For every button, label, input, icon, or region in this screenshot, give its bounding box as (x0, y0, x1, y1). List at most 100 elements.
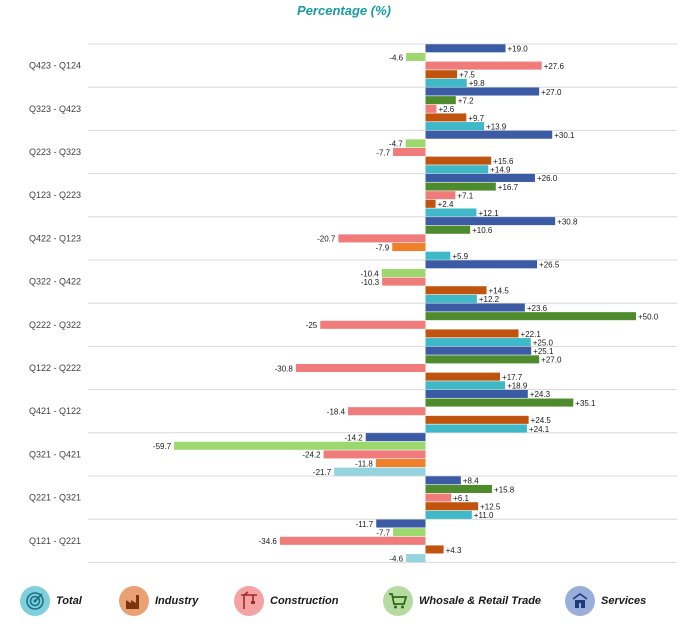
bar-chart: Q423 - Q124 Q323 - Q423 Q223 - Q323 Q123 - … (29, 43, 677, 563)
legend-item-trade: Whosale & Retail Trade (383, 586, 541, 616)
data-label: -11.7 (356, 520, 374, 529)
bar (348, 407, 426, 416)
bar (425, 346, 532, 355)
data-label: -30.8 (275, 364, 294, 373)
data-label: +7.5 (459, 71, 475, 80)
category-label: Q422 - Q123 (29, 233, 81, 243)
category-label: Q321 - Q421 (29, 449, 81, 459)
data-label: -4.6 (389, 554, 403, 563)
bar (425, 165, 489, 174)
data-label: +35.1 (575, 399, 596, 408)
bar (425, 286, 487, 295)
bar (425, 44, 506, 53)
data-label: -4.6 (389, 53, 403, 62)
bar (338, 234, 426, 243)
category-label: Q323 - Q423 (29, 104, 81, 114)
category-label: Q421 - Q122 (29, 406, 81, 416)
bar (425, 329, 519, 338)
data-label: +10.6 (472, 226, 493, 235)
data-label: +22.1 (521, 330, 542, 339)
data-label: +9.8 (469, 79, 485, 88)
data-label: +14.9 (490, 166, 511, 175)
bar (425, 484, 493, 493)
data-label: +7.2 (458, 96, 474, 105)
bar (406, 52, 426, 61)
data-label: +18.9 (507, 382, 528, 391)
data-label: -20.7 (317, 235, 336, 244)
data-label: +24.1 (529, 425, 550, 434)
bar (425, 96, 456, 105)
bar (425, 338, 531, 347)
category-label: Q123 - Q223 (29, 190, 81, 200)
bar (425, 355, 540, 364)
data-label: +27.0 (541, 356, 562, 365)
legend-item-industry: Industry (119, 586, 198, 616)
data-label: -7.7 (376, 528, 390, 537)
category-label: Q222 - Q322 (29, 320, 81, 330)
data-label: -14.2 (344, 433, 363, 442)
bar (425, 199, 436, 208)
bar (174, 441, 426, 450)
bar (425, 389, 528, 398)
bar (425, 130, 553, 139)
legend-label: Construction (270, 595, 339, 607)
data-label: +30.1 (554, 131, 575, 140)
data-label: -4.7 (389, 140, 403, 149)
bar (425, 415, 529, 424)
services-icon (565, 586, 595, 616)
bar (406, 554, 426, 563)
cart-icon (383, 586, 413, 616)
data-label: -21.7 (313, 468, 332, 477)
data-label: +26.0 (537, 174, 558, 183)
bar (425, 381, 506, 390)
data-label: -10.4 (360, 269, 379, 278)
data-label: +2.6 (438, 105, 454, 114)
data-label: +14.5 (489, 287, 510, 296)
data-label: -18.4 (327, 408, 346, 417)
data-label: -25 (306, 321, 318, 330)
data-label: +2.4 (438, 200, 454, 209)
category-label: Q423 - Q124 (29, 61, 81, 71)
bar (365, 433, 426, 442)
bar (425, 217, 556, 226)
data-label: -59.7 (153, 442, 172, 451)
bar (425, 61, 542, 70)
bar (376, 519, 426, 528)
legend-label: Total (56, 595, 82, 607)
factory-icon (119, 586, 149, 616)
bar (425, 294, 477, 303)
bar (323, 450, 426, 459)
data-label: +15.6 (493, 157, 514, 166)
data-label: +5.9 (452, 252, 468, 261)
data-label: -34.6 (259, 537, 278, 546)
bar (425, 225, 471, 234)
bar (425, 476, 461, 485)
bar (425, 260, 538, 269)
category-label: Q221 - Q321 (29, 493, 81, 503)
data-label: -7.9 (375, 243, 389, 252)
bar (425, 510, 472, 519)
legend-label: Whosale & Retail Trade (419, 595, 542, 607)
bar (425, 251, 451, 260)
bar (425, 87, 540, 96)
data-label: +50.0 (638, 312, 659, 321)
data-label: +23.6 (527, 304, 548, 313)
data-label: -24.2 (302, 451, 321, 460)
bar (382, 277, 426, 286)
data-label: +24.5 (531, 416, 552, 425)
category-label: Q122 - Q222 (29, 363, 81, 373)
data-label: +19.0 (507, 45, 528, 54)
bar (425, 122, 485, 131)
legend-item-construction: Construction (234, 586, 338, 616)
bar (375, 459, 426, 468)
bar (425, 502, 479, 511)
data-label: +27.6 (544, 62, 565, 71)
data-label: +15.8 (494, 485, 515, 494)
data-label: -10.3 (361, 278, 380, 287)
data-label: +12.1 (478, 209, 499, 218)
chart-legend: Total Industry Construction Whosale & Re… (0, 586, 688, 626)
bar (425, 104, 437, 113)
chart-title: Percentage (%) (297, 3, 391, 18)
bar (425, 208, 477, 217)
legend-label: Industry (155, 595, 199, 607)
